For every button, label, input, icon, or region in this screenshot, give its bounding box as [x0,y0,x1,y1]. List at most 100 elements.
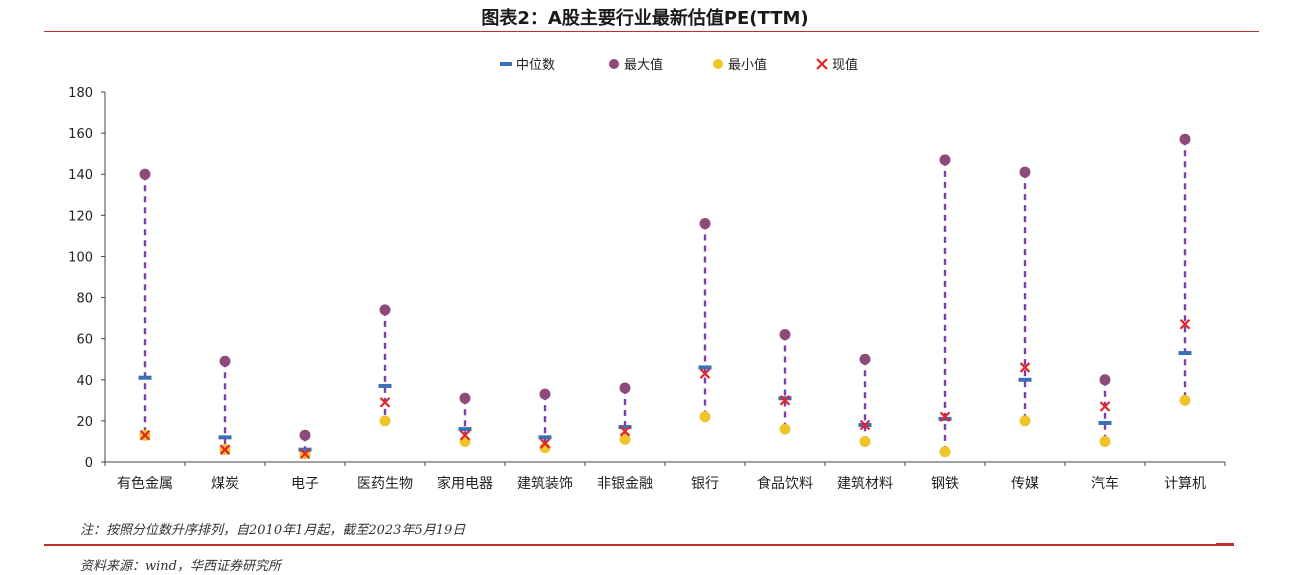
current-x-stroke [299,448,311,460]
current-x-stroke [1179,318,1191,330]
y-tick-label: 120 [68,209,93,224]
x-category-label: 电子 [291,476,319,492]
legend-item: 中位数 [500,58,555,73]
y-tick-label: 100 [68,250,93,265]
legend: 中位数 最大值 最小值 现值 [500,57,858,73]
max-point [379,304,391,316]
x-category-label: 医药生物 [357,476,413,492]
current-point [379,397,391,408]
current-x-stroke [379,397,391,408]
legend-current-swatch [816,58,828,70]
legend-item: 最大值 [609,57,663,73]
x-category-label: 家用电器 [437,475,493,492]
bottom-rule-tab [1216,543,1234,546]
current-x-stroke [779,395,791,406]
x-category-label: 煤炭 [211,476,239,492]
current-x-stroke [539,438,551,449]
median-mark [938,416,952,421]
chart-title: 图表2：A股主要行业最新估值PE(TTM) [481,8,809,29]
legend-min-swatch [713,59,723,69]
legend-label: 最小值 [728,57,767,73]
current-x-stroke [1019,362,1031,373]
median-mark [698,365,712,370]
current-point [779,395,791,406]
y-tick-label: 80 [76,292,93,307]
legend-max-swatch [609,59,619,69]
current-x-stroke [139,429,151,441]
current-point [1099,401,1111,412]
median-mark [218,435,232,440]
current-x-stroke [459,429,471,441]
min-point [939,446,951,458]
max-point [299,429,311,441]
valuation-chart: 中位数 最大值 最小值 现值 0 20 40 60 80 100 120 140 160 180 有色金属… [68,57,1226,492]
max-point [619,382,631,394]
min-point [1179,394,1191,406]
median-mark [298,447,312,452]
y-tick-label: 40 [76,374,93,389]
x-category-label: 非银金融 [597,476,653,492]
y-tick-label: 140 [68,168,93,183]
axes: 0 20 40 60 80 100 120 140 160 180 有色金属 煤炭 电子 医药生物 家用电器… [68,86,1226,492]
x-category-label: 食品饮料 [757,475,813,492]
current-point [459,429,471,441]
max-point [779,329,791,341]
x-category-label: 计算机 [1164,476,1206,492]
max-point [1179,133,1191,145]
x-category-label: 建筑材料 [837,476,893,492]
y-tick-label: 0 [85,456,93,471]
top-rule [44,31,1259,32]
y-tick-label: 20 [76,415,93,430]
current-x-stroke [219,444,231,455]
current-x-stroke [939,411,951,423]
current-point [1019,362,1031,373]
median-mark [378,383,392,388]
y-tick-label: 180 [68,86,93,101]
legend-label: 中位数 [516,58,555,73]
x-category-label: 传媒 [1011,476,1039,492]
min-point [699,411,711,423]
min-point [1099,435,1111,447]
current-point [859,419,871,431]
median-mark [1018,377,1032,382]
max-point [139,168,151,180]
current-point [219,444,231,455]
x-category-label: 建筑装饰 [517,476,573,492]
current-x-stroke [699,368,711,379]
current-point [139,429,151,441]
legend-x-stroke [816,58,828,70]
current-point [939,411,951,423]
median-mark [538,435,552,440]
max-point [459,392,471,404]
y-tick-label: 60 [76,333,93,348]
median-mark [1098,420,1112,425]
median-mark [1178,351,1192,356]
median-mark [458,427,472,432]
y-tick-label: 160 [68,127,93,142]
min-point [1019,415,1031,427]
max-point [539,388,551,400]
min-point [779,423,791,435]
min-point [859,435,871,447]
x-category-label: 银行 [691,476,719,492]
legend-label: 现值 [832,57,858,73]
current-point [539,438,551,449]
x-category-label: 钢铁 [931,476,959,492]
max-point [859,353,871,365]
current-x-stroke [859,419,871,431]
max-point [939,154,951,166]
x-category-label: 汽车 [1091,475,1119,492]
min-point [379,415,391,427]
median-mark [778,396,792,401]
legend-median-swatch [500,62,512,66]
max-point [1019,166,1031,178]
bottom-rule [44,544,1234,546]
current-point [699,368,711,379]
source-note: 资料来源：wind，华西证券研究所 [80,559,281,574]
current-x-stroke [619,425,631,437]
legend-item: 现值 [816,57,858,73]
legend-label: 最大值 [624,57,663,73]
max-point [699,218,711,230]
min-point [619,433,631,445]
